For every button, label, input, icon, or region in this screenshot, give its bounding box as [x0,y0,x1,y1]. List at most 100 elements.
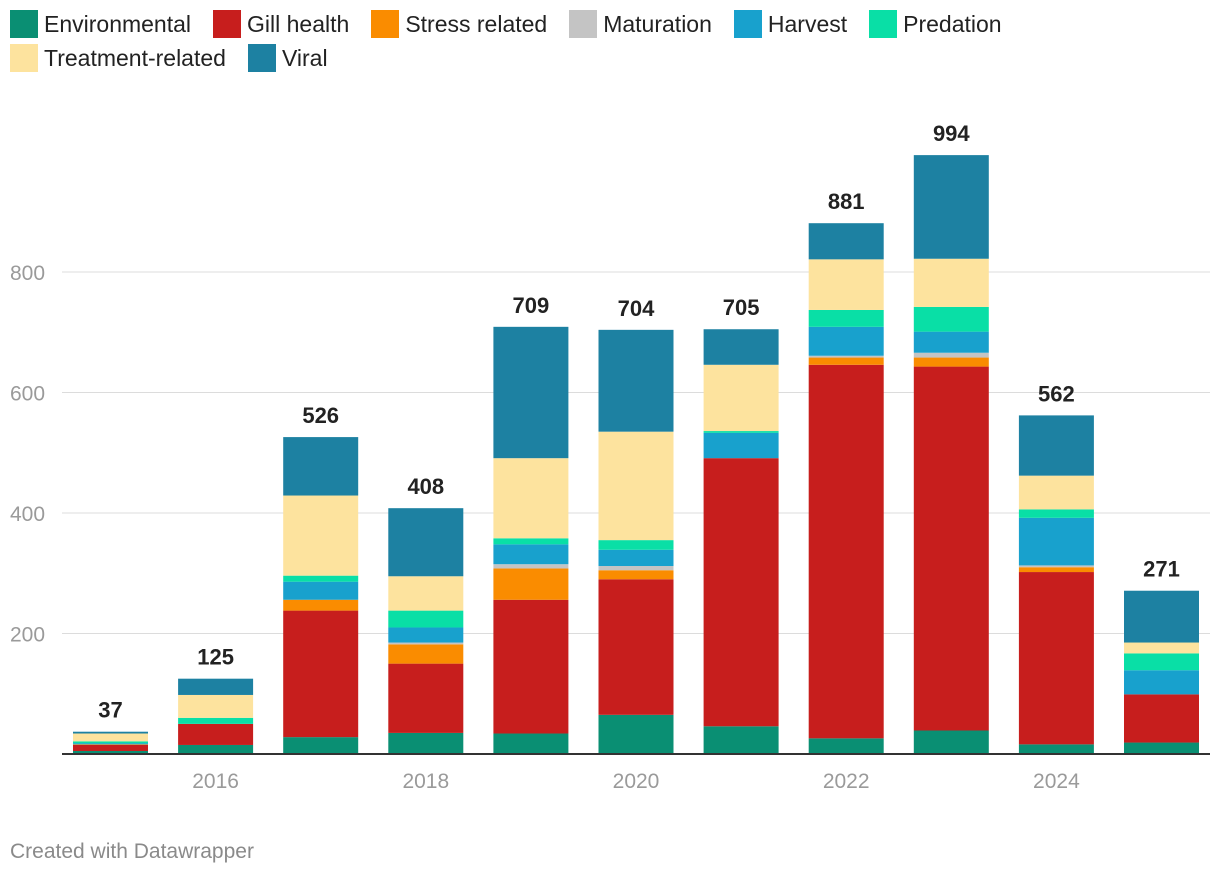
bar-segment-harvest [913,331,989,353]
bar-segment-maturation [598,566,674,571]
bar-segment-viral [808,223,884,260]
bar-segment-gill-health [913,366,989,731]
bar-segment-stress-related [493,568,569,600]
chart-legend: Environmental Gill health Stress related… [10,10,1210,72]
bar-total-label: 881 [828,189,865,214]
bar-segment-stress-related [598,570,674,580]
legend-item-stress-related: Stress related [371,10,547,38]
bar-segment-maturation [493,564,569,569]
bar-segment-viral [178,678,254,695]
bar-segment-predation [178,717,254,724]
x-tick-label: 2016 [192,770,239,793]
bar-segment-gill-health [493,599,569,734]
bar-total-label: 562 [1038,381,1075,406]
bar-segment-gill-health [703,458,779,727]
legend-swatch [371,10,400,38]
bar-segment-harvest [493,544,569,565]
bar-segment-gill-health [73,744,148,751]
bar-total-label: 704 [618,296,655,321]
bar-segment-environmental [598,714,674,754]
legend-label: Treatment-related [44,45,226,71]
x-tick-label: 2020 [613,770,660,793]
bar-segment-maturation [388,642,464,645]
bar-segment-harvest [1124,670,1199,695]
bar-segment-environmental [73,750,148,754]
bar-segment-viral [703,329,779,365]
y-tick-label: 800 [10,262,45,285]
bar-segment-treatment-related [598,431,674,541]
legend-swatch [733,10,762,38]
bar-segment-predation [388,610,464,628]
bar-total-label: 271 [1143,557,1180,582]
y-tick-label: 600 [10,383,45,406]
bar-segment-harvest [808,326,884,356]
bar-segment-viral [1018,415,1094,476]
bar-segment-harvest [703,432,779,459]
bar-total-label: 705 [723,295,760,320]
bar-segment-predation [1124,653,1199,671]
legend-label: Predation [903,11,1002,37]
bar-segment-viral [493,326,569,459]
bar-segment-predation [808,309,884,327]
bar-segment-stress-related [283,599,359,611]
bar-segment-treatment-related [703,364,779,432]
bar-segment-maturation [808,355,884,358]
legend-item-treatment-related: Treatment-related [10,44,226,72]
bar-segment-environmental [283,737,359,754]
bar-segment-viral [388,508,464,577]
legend-label: Maturation [603,11,712,37]
bar-segment-treatment-related [808,259,884,310]
legend-item-predation: Predation [869,10,1002,38]
bar-segment-harvest [388,627,464,643]
bar-segment-environmental [703,726,779,754]
bar-segment-predation [598,540,674,550]
bar-total-label: 125 [197,645,234,670]
legend-item-viral: Viral [247,44,328,72]
bar-segment-predation [493,538,569,545]
bar-segment-environmental [178,744,254,754]
legend-swatch [569,10,598,38]
bar-segment-gill-health [283,610,359,738]
bar-segment-environmental [808,738,884,754]
bar-segment-treatment-related [1018,475,1094,510]
bar-segment-predation [73,741,148,744]
legend-label: Stress related [405,11,548,37]
legend-swatch [869,10,898,38]
bar-segment-stress-related [808,357,884,365]
x-tick-label: 2018 [402,770,449,793]
legend-label: Harvest [767,11,848,37]
bar-segment-environmental [388,732,464,754]
legend-swatch [10,44,38,72]
bar-segment-stress-related [1018,567,1094,573]
bar-segment-harvest [73,743,148,745]
bar-segment-harvest [598,549,674,567]
bar-segment-viral [1124,590,1199,643]
x-tick-label: 2024 [1033,770,1080,793]
legend-swatch [213,10,242,38]
bar-segment-predation [1018,509,1094,518]
legend-item-maturation: Maturation [569,10,712,38]
bar-segment-gill-health [1124,694,1199,743]
bar-segment-treatment-related [493,458,569,539]
x-tick-label: 2022 [823,770,870,793]
bar-segment-gill-health [808,364,884,739]
bar-segment-gill-health [1018,572,1094,745]
legend-item-harvest: Harvest [733,10,848,38]
credit-footer: Created with Datawrapper [10,840,254,863]
bar-segment-environmental [913,730,989,754]
bar-total-label: 408 [407,474,444,499]
bar-segment-viral [598,329,674,432]
bar-segment-gill-health [598,579,674,715]
bar-segment-stress-related [913,357,989,367]
legend-swatch [10,10,38,38]
legend-label: Viral [281,45,328,71]
bar-segment-viral [913,155,989,259]
bar-segment-viral [283,437,359,496]
bar-segment-stress-related [73,744,148,745]
legend-item-gill-health: Gill health [213,10,349,38]
y-tick-label: 400 [10,503,45,526]
y-tick-label: 200 [10,624,45,647]
bar-total-label: 709 [513,293,550,318]
bar-segment-environmental [493,733,569,754]
